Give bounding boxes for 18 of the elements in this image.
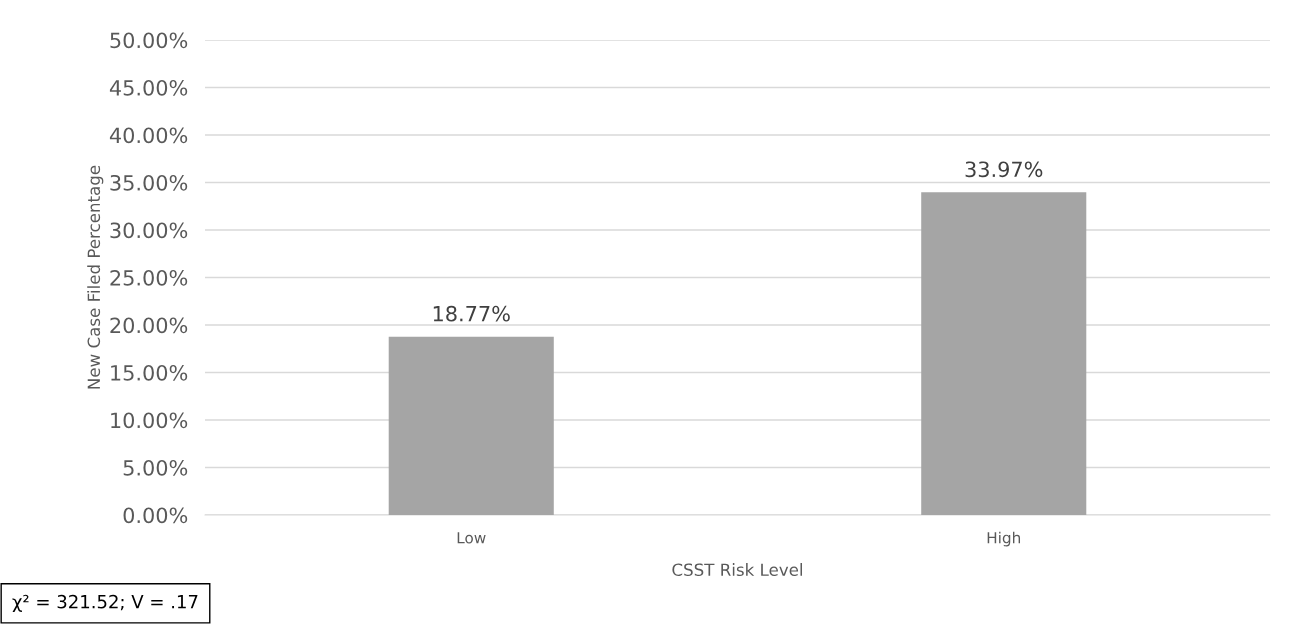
y-tick-label: 10.00%: [111, 412, 188, 429]
y-axis-title: New Case Filed Percentage: [87, 165, 104, 389]
y-tick-label: 35.00%: [110, 174, 188, 191]
data-label: 18.77%: [433, 305, 510, 322]
y-tick-label: 15.00%: [111, 364, 188, 381]
x-axis-title: CSST Risk Level: [672, 563, 802, 577]
y-tick-label: 40.00%: [109, 127, 188, 144]
y-tick-label: 45.00%: [109, 79, 188, 96]
y-tick-label: 5.00%: [123, 459, 188, 476]
y-tick-label: 0.00%: [123, 507, 188, 524]
y-tick-label: 20.00%: [110, 317, 188, 334]
text: χ² = 321.52; V = .17: [12, 594, 198, 612]
x-tick-label: High: [987, 531, 1021, 547]
y-tick-label: 25.00%: [110, 269, 188, 286]
data-label: 33.97%: [965, 161, 1043, 178]
y-tick-label: 30.00%: [110, 222, 188, 239]
y-tick-label: 50.00%: [110, 32, 188, 49]
x-tick-label: Low: [457, 532, 486, 544]
